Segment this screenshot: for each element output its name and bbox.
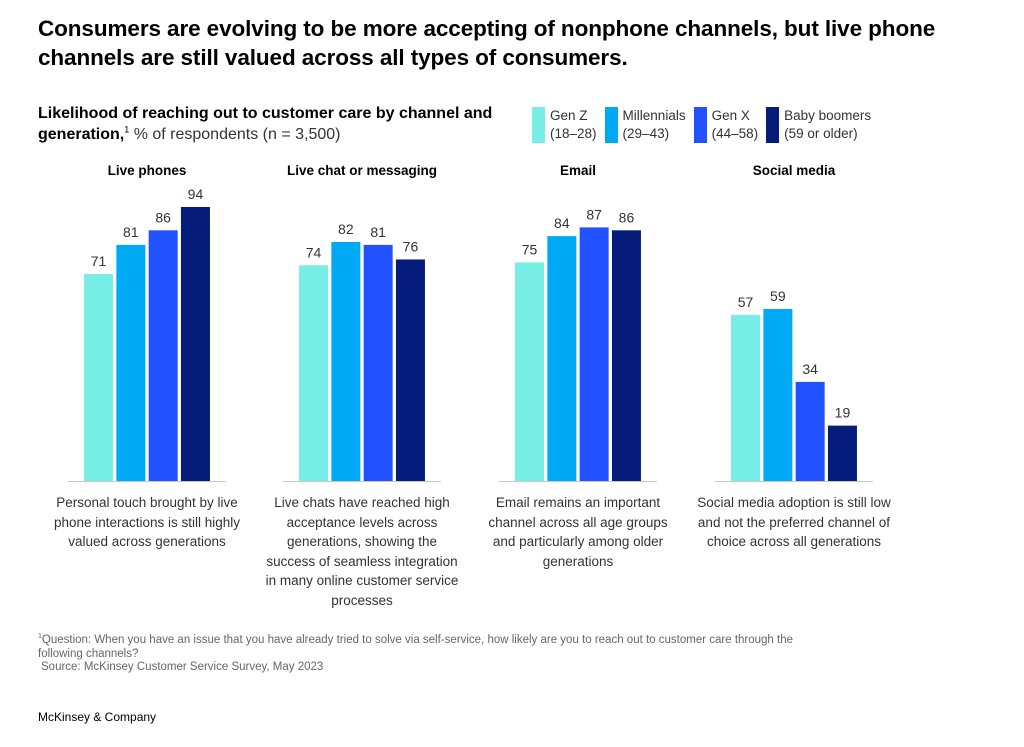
data-label-email-baby-boomers: 86 xyxy=(619,209,635,225)
legend-item-gen-x: Gen X (44–58) xyxy=(693,107,759,143)
subtitle-bold: Likelihood of reaching out to customer c… xyxy=(38,105,493,143)
bar-email-gen-x xyxy=(579,227,609,481)
note-live-phones: Personal touch brought by live phone int… xyxy=(53,495,241,549)
legend-item-baby-boomers: Baby boomers (59 or older) xyxy=(766,107,871,143)
data-label-live-phones-baby-boomers: 94 xyxy=(188,186,204,202)
subtitle-footnote-marker: 1 xyxy=(124,124,130,135)
bar-live-phones-millennials xyxy=(116,244,146,481)
data-label-social-media-millennials: 59 xyxy=(770,288,786,304)
legend-label-baby-boomers: Baby boomers (59 or older) xyxy=(784,108,872,141)
bar-live-chat-or-messaging-gen-x xyxy=(363,244,393,481)
bar-social-media-millennials xyxy=(763,309,793,481)
data-label-social-media-gen-x: 34 xyxy=(802,361,818,377)
legend-swatch-gen-x xyxy=(693,107,707,143)
subtitle-unit: % of respondents (n = 3,500) xyxy=(129,126,341,143)
data-label-live-chat-or-messaging-millennials: 82 xyxy=(338,221,354,237)
legend-swatch-gen-z xyxy=(532,107,545,143)
bar-social-media-baby-boomers xyxy=(827,425,857,481)
note-live-chat: Live chats have reached high acceptance … xyxy=(265,495,459,608)
bar-live-chat-or-messaging-gen-z xyxy=(299,265,329,481)
data-label-live-chat-or-messaging-baby-boomers: 76 xyxy=(403,238,419,254)
footnote: 1Question: When you have an issue that y… xyxy=(38,633,838,675)
data-label-email-millennials: 84 xyxy=(554,215,570,231)
bar-live-phones-gen-z xyxy=(84,274,114,481)
brand-logo-text: McKinsey & Company xyxy=(38,710,157,724)
legend-label-millennials: Millennials (29–43) xyxy=(622,108,686,141)
data-label-live-phones-millennials: 81 xyxy=(123,224,139,240)
legend-swatch-baby-boomers xyxy=(766,107,780,143)
category-label-live-chat-or-messaging: Live chat or messaging xyxy=(287,163,437,178)
data-label-live-phones-gen-x: 86 xyxy=(155,209,171,225)
legend-label-gen-z: Gen Z (18–28) xyxy=(550,108,597,141)
legend-label-gen-x: Gen X (44–58) xyxy=(711,108,759,141)
bar-social-media-gen-z xyxy=(731,314,761,481)
bar-email-baby-boomers xyxy=(611,230,641,481)
footnote-source: Source: McKinsey Customer Service Survey… xyxy=(41,661,324,673)
note-social-media: Social media adoption is still low and n… xyxy=(697,495,891,549)
legend: Gen Z (18–28) Millennials (29–43) Gen X … xyxy=(532,107,879,143)
note-email: Email remains an important channel acros… xyxy=(488,495,668,569)
bar-live-chat-or-messaging-baby-boomers xyxy=(395,259,425,481)
bar-email-gen-z xyxy=(515,262,545,481)
bar-social-media-gen-x xyxy=(795,381,825,481)
data-label-social-media-gen-z: 57 xyxy=(738,294,754,310)
bar-live-chat-or-messaging-millennials xyxy=(331,241,361,481)
bar-email-millennials xyxy=(547,236,577,481)
data-label-live-phones-gen-z: 71 xyxy=(91,253,107,269)
legend-swatch-millennials xyxy=(604,107,618,143)
category-label-email: Email xyxy=(560,163,596,178)
data-label-social-media-baby-boomers: 19 xyxy=(835,405,851,421)
legend-item-gen-z: Gen Z (18–28) xyxy=(532,107,597,143)
bar-live-phones-baby-boomers xyxy=(180,206,210,482)
footnote-question: 1Question: When you have an issue that y… xyxy=(38,633,793,660)
data-label-live-chat-or-messaging-gen-x: 81 xyxy=(370,224,386,240)
data-label-email-gen-x: 87 xyxy=(586,206,602,222)
bar-live-phones-gen-x xyxy=(148,230,178,481)
data-label-live-chat-or-messaging-gen-z: 74 xyxy=(306,244,322,260)
chart-subtitle: Likelihood of reaching out to customer c… xyxy=(38,103,508,145)
legend-item-millennials: Millennials (29–43) xyxy=(604,107,686,143)
chart-title: Consumers are evolving to be more accept… xyxy=(38,16,936,70)
category-label-live-phones: Live phones xyxy=(108,163,187,178)
data-label-email-gen-z: 75 xyxy=(522,241,538,257)
category-label-social-media: Social media xyxy=(753,163,836,178)
